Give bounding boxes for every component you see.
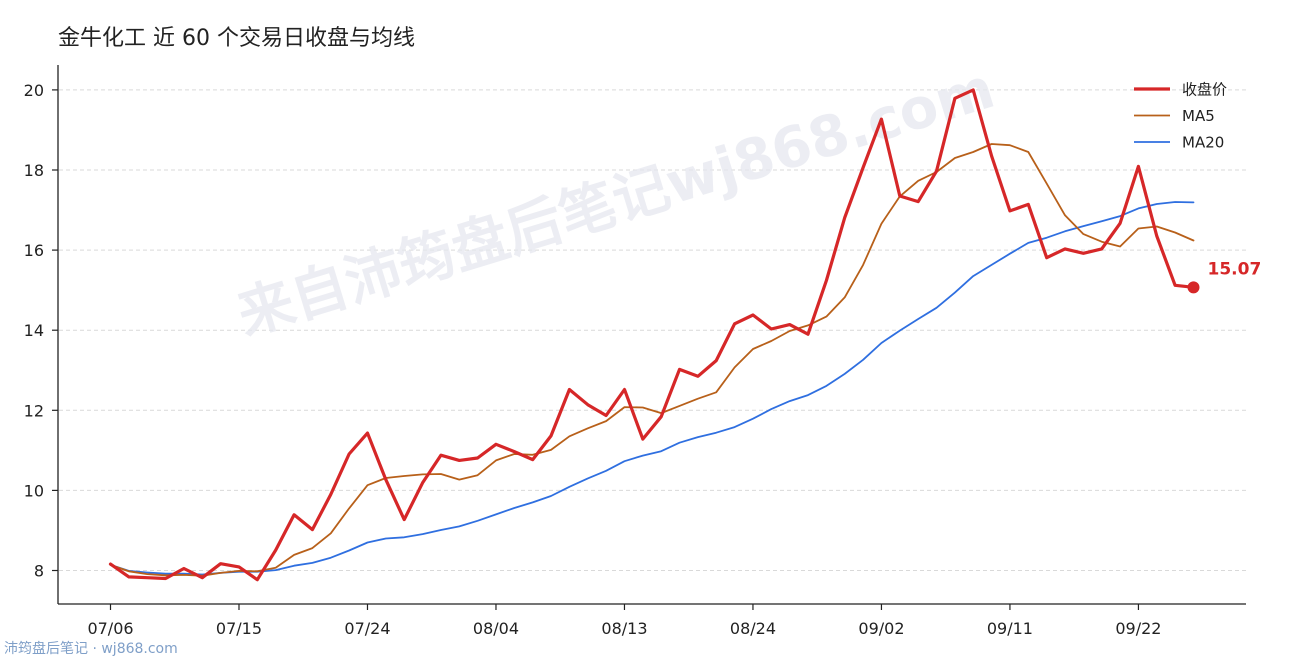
legend-label: MA20 [1182, 134, 1224, 152]
series-line-ma5 [109, 143, 1195, 577]
watermark-text: 来自沛筠盘后笔记wj868.com [230, 56, 1002, 348]
gridlines [59, 89, 1246, 571]
legend: 收盘价 MA5 MA20 [1134, 81, 1227, 152]
legend-label: MA5 [1182, 107, 1215, 125]
last-point-group: 15.07 [1187, 259, 1262, 294]
y-tick-label: 18 [24, 161, 44, 180]
source-note: 沛筠盘后笔记 · wj868.com [4, 640, 178, 657]
watermark: 来自沛筠盘后笔记wj868.com [230, 56, 1002, 348]
chart-title: 金牛化工 近 60 个交易日收盘与均线 [58, 26, 415, 51]
y-tick-label: 16 [24, 241, 44, 260]
y-tick-label: 20 [24, 81, 44, 100]
x-tick-label: 07/15 [216, 619, 262, 638]
x-tick-label: 07/24 [344, 619, 390, 638]
x-tick-label: 07/06 [87, 619, 133, 638]
y-tick-label: 14 [24, 321, 44, 340]
x-tick-label: 08/24 [730, 619, 776, 638]
last-point-marker [1187, 281, 1200, 294]
legend-label: 收盘价 [1182, 81, 1227, 99]
series-line-close [108, 88, 1196, 582]
x-tick-label: 09/22 [1115, 619, 1161, 638]
last-value-label: 15.07 [1208, 259, 1262, 279]
x-tick-label: 08/04 [473, 619, 519, 638]
x-ticks: 07/06 07/15 07/24 08/04 08/13 08/24 09/02 09/11… [87, 604, 1161, 638]
y-tick-label: 10 [24, 481, 44, 500]
series-line-ma20 [109, 201, 1195, 576]
y-ticks: 8 10 12 14 16 18 20 [24, 81, 58, 581]
x-tick-label: 09/02 [858, 619, 904, 638]
y-tick-label: 8 [34, 562, 44, 581]
x-tick-label: 09/11 [987, 619, 1033, 638]
x-tick-label: 08/13 [601, 619, 647, 638]
y-tick-label: 12 [24, 401, 44, 420]
series-lines [108, 88, 1196, 582]
